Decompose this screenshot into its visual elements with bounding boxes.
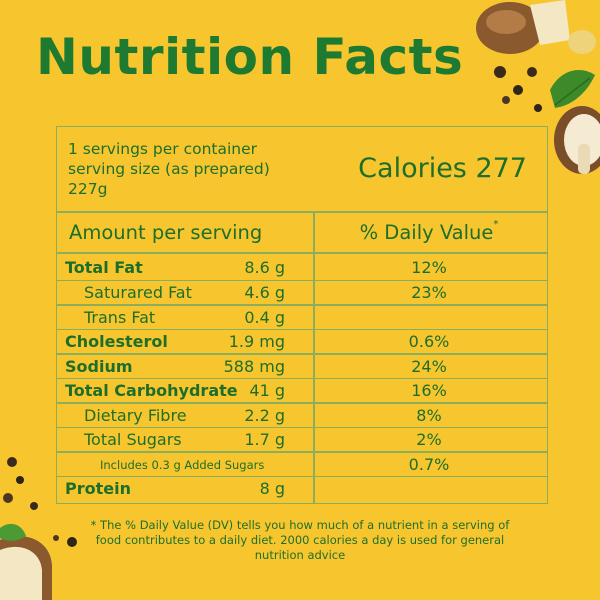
daily-value-asterisk: * [493,219,499,230]
divider [57,426,547,428]
daily-value-header-label: % Daily Value [359,221,494,244]
mushroom-slice-right-image [554,106,600,174]
divider [57,353,547,355]
divider [57,451,547,453]
nutrient-name: Protein [65,479,131,498]
nutrient-daily-value: 0.6% [408,332,450,351]
nutrient-amount: 1.7 g [244,430,285,449]
nutrient-amount: 8 g [259,479,285,498]
nutrient-row-protein: Protein 8 g [57,476,547,501]
divider [57,279,547,281]
calories-value: Calories 277 [358,153,527,184]
nutrition-panel: 1 servings per container serving size (a… [56,126,548,504]
nutrient-amount: 8.6 g [244,258,285,277]
page-title: Nutrition Facts [36,28,464,86]
nutrient-row-total-carbohydrate: Total Carbohydrate 41 g 16% [57,378,547,403]
nutrient-name: Saturared Fat [84,283,192,302]
nutrient-daily-value: 23% [411,283,447,302]
daily-value-footnote: * The % Daily Value (DV) tells you how m… [90,518,510,562]
mushroom-bottom-left-image [0,523,52,600]
nutrient-daily-value: 16% [411,381,447,400]
nutrient-row-added-sugars: Includes 0.3 g Added Sugars 0.7% [57,452,547,477]
nutrient-daily-value: 0.7% [408,454,450,474]
nutrient-daily-value: 12% [411,258,447,277]
nutrient-name: Trans Fat [84,307,156,327]
nutrient-name: Dietary Fibre [84,405,187,425]
amount-per-serving-header: Amount per serving [69,221,263,244]
nutrient-row-sodium: Sodium 588 mg 24% [57,354,547,379]
nutrient-row-trans-fat: Trans Fat 0.4 g [57,305,547,330]
nutrient-name: Total Sugars [84,430,182,449]
nutrient-amount: 0.4 g [244,307,285,327]
divider [57,328,547,330]
nutrient-name: Total Fat [65,258,143,277]
divider [57,304,547,306]
divider [57,211,547,213]
nutrient-name: Includes 0.3 g Added Sugars [100,457,265,472]
nutrient-name: Sodium [65,356,133,376]
divider [57,402,547,404]
nutrient-amount: 1.9 mg [228,332,285,351]
nutrient-amount: 2.2 g [244,405,285,425]
serving-info: 1 servings per container serving size (a… [68,139,318,199]
nutrient-row-dietary-fibre: Dietary Fibre 2.2 g 8% [57,403,547,428]
nutrient-name: Cholesterol [65,332,168,351]
nutrient-row-saturated-fat: Saturared Fat 4.6 g 23% [57,280,547,305]
mushroom-top-right-image [476,0,596,54]
nutrient-row-total-sugars: Total Sugars 1.7 g 2% [57,427,547,452]
nutrient-name: Total Carbohydrate [65,381,238,400]
divider [57,475,547,477]
nutrient-daily-value: 2% [416,430,442,449]
nutrient-amount: 588 mg [223,356,285,376]
servings-per-container: 1 servings per container [68,140,258,158]
nutrient-row-cholesterol: Cholesterol 1.9 mg 0.6% [57,329,547,354]
nutrient-daily-value: 24% [411,356,447,376]
daily-value-header: % Daily Value* [313,219,545,244]
pepper-corns-bottom-left-image [3,457,77,547]
serving-size-label: serving size (as prepared) [68,160,270,178]
pepper-corns-top-image [494,66,542,112]
parsley-leaf-right-image [550,70,595,108]
divider [313,211,315,503]
nutrient-amount: 41 g [249,381,285,400]
nutrient-amount: 4.6 g [244,283,285,302]
nutrient-row-total-fat: Total Fat 8.6 g 12% [57,255,547,280]
nutrient-daily-value: 8% [416,405,442,425]
divider [57,252,547,254]
serving-size-value: 227g [68,180,108,198]
divider [57,377,547,379]
